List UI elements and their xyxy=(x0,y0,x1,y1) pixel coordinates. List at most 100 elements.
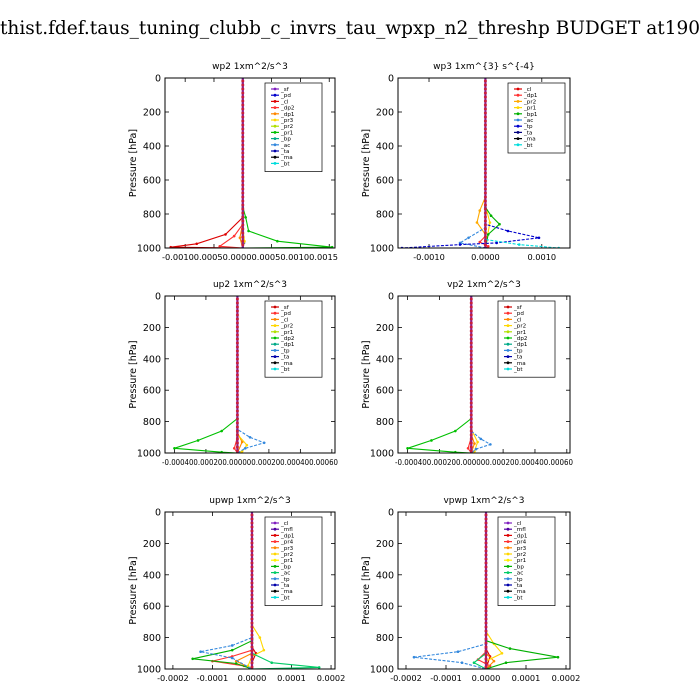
legend-marker xyxy=(506,355,510,358)
y-tick-label: 600 xyxy=(143,602,161,613)
core-marker xyxy=(469,317,473,321)
legend-marker xyxy=(273,558,277,562)
core-marker xyxy=(250,553,254,557)
legend-marker xyxy=(273,336,277,340)
legend-label: _bt xyxy=(513,367,523,373)
series-line-pr3 xyxy=(234,512,253,669)
core-marker xyxy=(241,151,245,155)
legend-label: _ma xyxy=(513,361,526,367)
legend-marker xyxy=(506,571,510,574)
core-marker xyxy=(469,425,473,429)
core-marker xyxy=(484,637,488,641)
core-marker xyxy=(250,637,254,641)
core-marker xyxy=(469,369,473,373)
legend-marker xyxy=(516,87,520,91)
y-tick-label: 0 xyxy=(388,292,394,303)
legend-label: _pr2 xyxy=(523,99,536,105)
y-tick-label: 200 xyxy=(143,539,161,550)
legend-box xyxy=(264,516,323,606)
core-marker xyxy=(241,79,245,83)
chart-panel-2: wp3 1xm^{3} s^{-4} Pressure [hPa] 0 200 400 6… xyxy=(361,62,571,262)
core-marker xyxy=(483,111,487,115)
legend-label: _pr4 xyxy=(513,540,527,546)
core-marker xyxy=(483,203,487,207)
core-marker xyxy=(235,437,239,441)
legend-label: _tp xyxy=(280,348,290,354)
legend-label: _ta xyxy=(523,130,532,136)
core-marker xyxy=(483,171,487,175)
legend-label: _ta xyxy=(280,149,289,155)
legend-marker xyxy=(506,534,510,537)
core-marker xyxy=(483,195,487,199)
page-title: thist.fdef.taus_tuning_clubb_c_invrs_tau… xyxy=(0,18,700,39)
core-marker xyxy=(484,553,488,557)
core-marker xyxy=(241,163,245,167)
core-marker xyxy=(250,521,254,525)
core-marker xyxy=(484,617,488,621)
legend-marker xyxy=(273,311,277,315)
series-marker xyxy=(486,233,490,236)
legend-marker xyxy=(506,336,510,340)
series-marker xyxy=(474,447,478,451)
core-marker xyxy=(241,235,245,239)
plot-frame xyxy=(164,295,336,454)
legend-marker xyxy=(516,100,520,103)
legend-marker xyxy=(506,330,510,334)
legend-marker xyxy=(273,318,277,321)
core-marker xyxy=(250,577,254,581)
core-marker xyxy=(241,171,245,175)
series-marker xyxy=(240,450,244,453)
y-tick-label: 1000 xyxy=(370,244,394,255)
legend-marker xyxy=(273,305,277,309)
plot-frame xyxy=(164,77,336,249)
core-marker xyxy=(250,537,254,541)
core-marker xyxy=(241,107,245,111)
legend-marker xyxy=(506,565,510,568)
legend-marker xyxy=(506,521,510,525)
core-marker xyxy=(241,147,245,151)
core-marker xyxy=(241,191,245,195)
core-marker xyxy=(235,425,239,429)
core-marker xyxy=(250,621,254,625)
series-marker xyxy=(500,652,504,655)
legend-marker xyxy=(516,131,520,134)
series-marker xyxy=(173,446,176,450)
core-marker xyxy=(469,305,473,309)
legend-marker xyxy=(273,361,277,365)
series-marker xyxy=(508,647,512,650)
legend-label: _dp2 xyxy=(280,106,294,112)
legend-marker xyxy=(273,583,277,587)
core-marker xyxy=(484,605,488,609)
series-line-dp2 xyxy=(407,296,472,453)
core-marker xyxy=(241,167,245,171)
core-marker xyxy=(484,517,488,521)
series-marker xyxy=(230,648,234,652)
core-marker xyxy=(235,317,239,321)
core-marker xyxy=(484,653,488,657)
plot-frame xyxy=(397,511,571,670)
core-marker xyxy=(483,87,487,91)
series-marker xyxy=(473,442,476,445)
core-marker xyxy=(469,309,473,313)
core-marker xyxy=(250,533,254,537)
legend-label: _tp xyxy=(513,348,523,354)
core-marker xyxy=(484,597,488,601)
legend-label: _dp1 xyxy=(513,342,528,348)
core-marker xyxy=(484,661,488,665)
series-marker xyxy=(489,443,492,446)
series-group xyxy=(191,512,321,669)
legend-label: _cl xyxy=(280,521,289,527)
core-marker xyxy=(483,231,487,235)
core-marker xyxy=(241,179,245,183)
x-tick-label: 0.0001 xyxy=(277,673,306,683)
legend-label: _sf xyxy=(513,305,523,311)
core-marker xyxy=(469,345,473,349)
core-marker xyxy=(250,517,254,521)
core-marker xyxy=(250,657,254,661)
y-tick-label: 0 xyxy=(388,508,394,519)
core-marker xyxy=(469,321,473,325)
legend-label: _pr2 xyxy=(280,124,293,130)
legend-marker xyxy=(273,571,277,574)
core-marker xyxy=(483,151,487,155)
core-marker xyxy=(250,633,254,637)
